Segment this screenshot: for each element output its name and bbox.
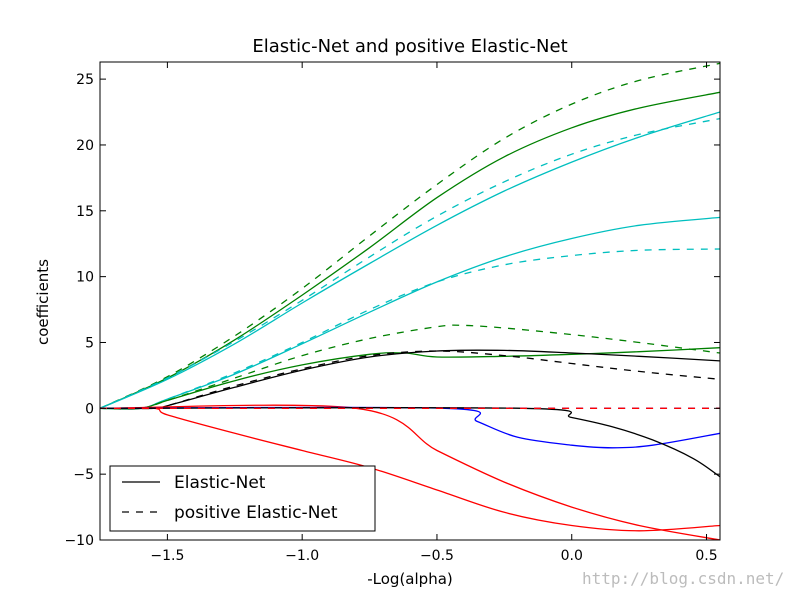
legend: Elastic-Net positive Elastic-Net [109, 465, 376, 532]
x-tick-label: −0.5 [420, 548, 454, 564]
x-tick-label: −1.5 [150, 548, 184, 564]
series-line-3 [100, 111, 720, 409]
y-tick-label: −5 [73, 467, 94, 483]
series-layer [100, 62, 720, 540]
y-tick-label: 25 [76, 72, 94, 88]
x-tick-label: −1.0 [285, 548, 319, 564]
x-axis-label: -Log(alpha) [367, 570, 453, 588]
y-tick-label: 20 [76, 138, 94, 154]
ticks-layer: −1.5 −1.0 −0.5 0.0 0.5 −10 −5 0 5 10 15 20 25 [64, 62, 720, 564]
chart-title: Elastic-Net and positive Elastic-Net [252, 36, 567, 57]
series-line-6 [100, 248, 720, 410]
y-axis-label: coefficients [34, 259, 52, 345]
y-tick-label: 5 [85, 335, 94, 351]
legend-box [109, 465, 376, 532]
y-tick-label: 0 [85, 401, 94, 417]
y-tick-label: −10 [64, 533, 94, 549]
legend-entry-positive-elastic-net: positive Elastic-Net [174, 503, 338, 523]
series-line-5 [100, 216, 720, 410]
x-tick-label: 0.5 [695, 548, 717, 564]
watermark: http://blog.csdn.net/ [582, 569, 784, 588]
series-line-10 [100, 350, 720, 410]
plot-frame [99, 61, 721, 541]
series-line-4 [100, 117, 720, 409]
y-tick-label: 15 [76, 204, 94, 220]
legend-entry-elastic-net: Elastic-Net [174, 473, 266, 493]
y-tick-label: 10 [76, 270, 94, 286]
series-line-12 [100, 404, 720, 540]
x-tick-label: 0.0 [561, 548, 583, 564]
